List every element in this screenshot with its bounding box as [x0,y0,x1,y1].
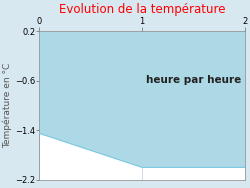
Text: heure par heure: heure par heure [146,75,241,85]
Title: Evolution de la température: Evolution de la température [59,3,225,16]
Y-axis label: Température en °C: Température en °C [3,63,12,148]
